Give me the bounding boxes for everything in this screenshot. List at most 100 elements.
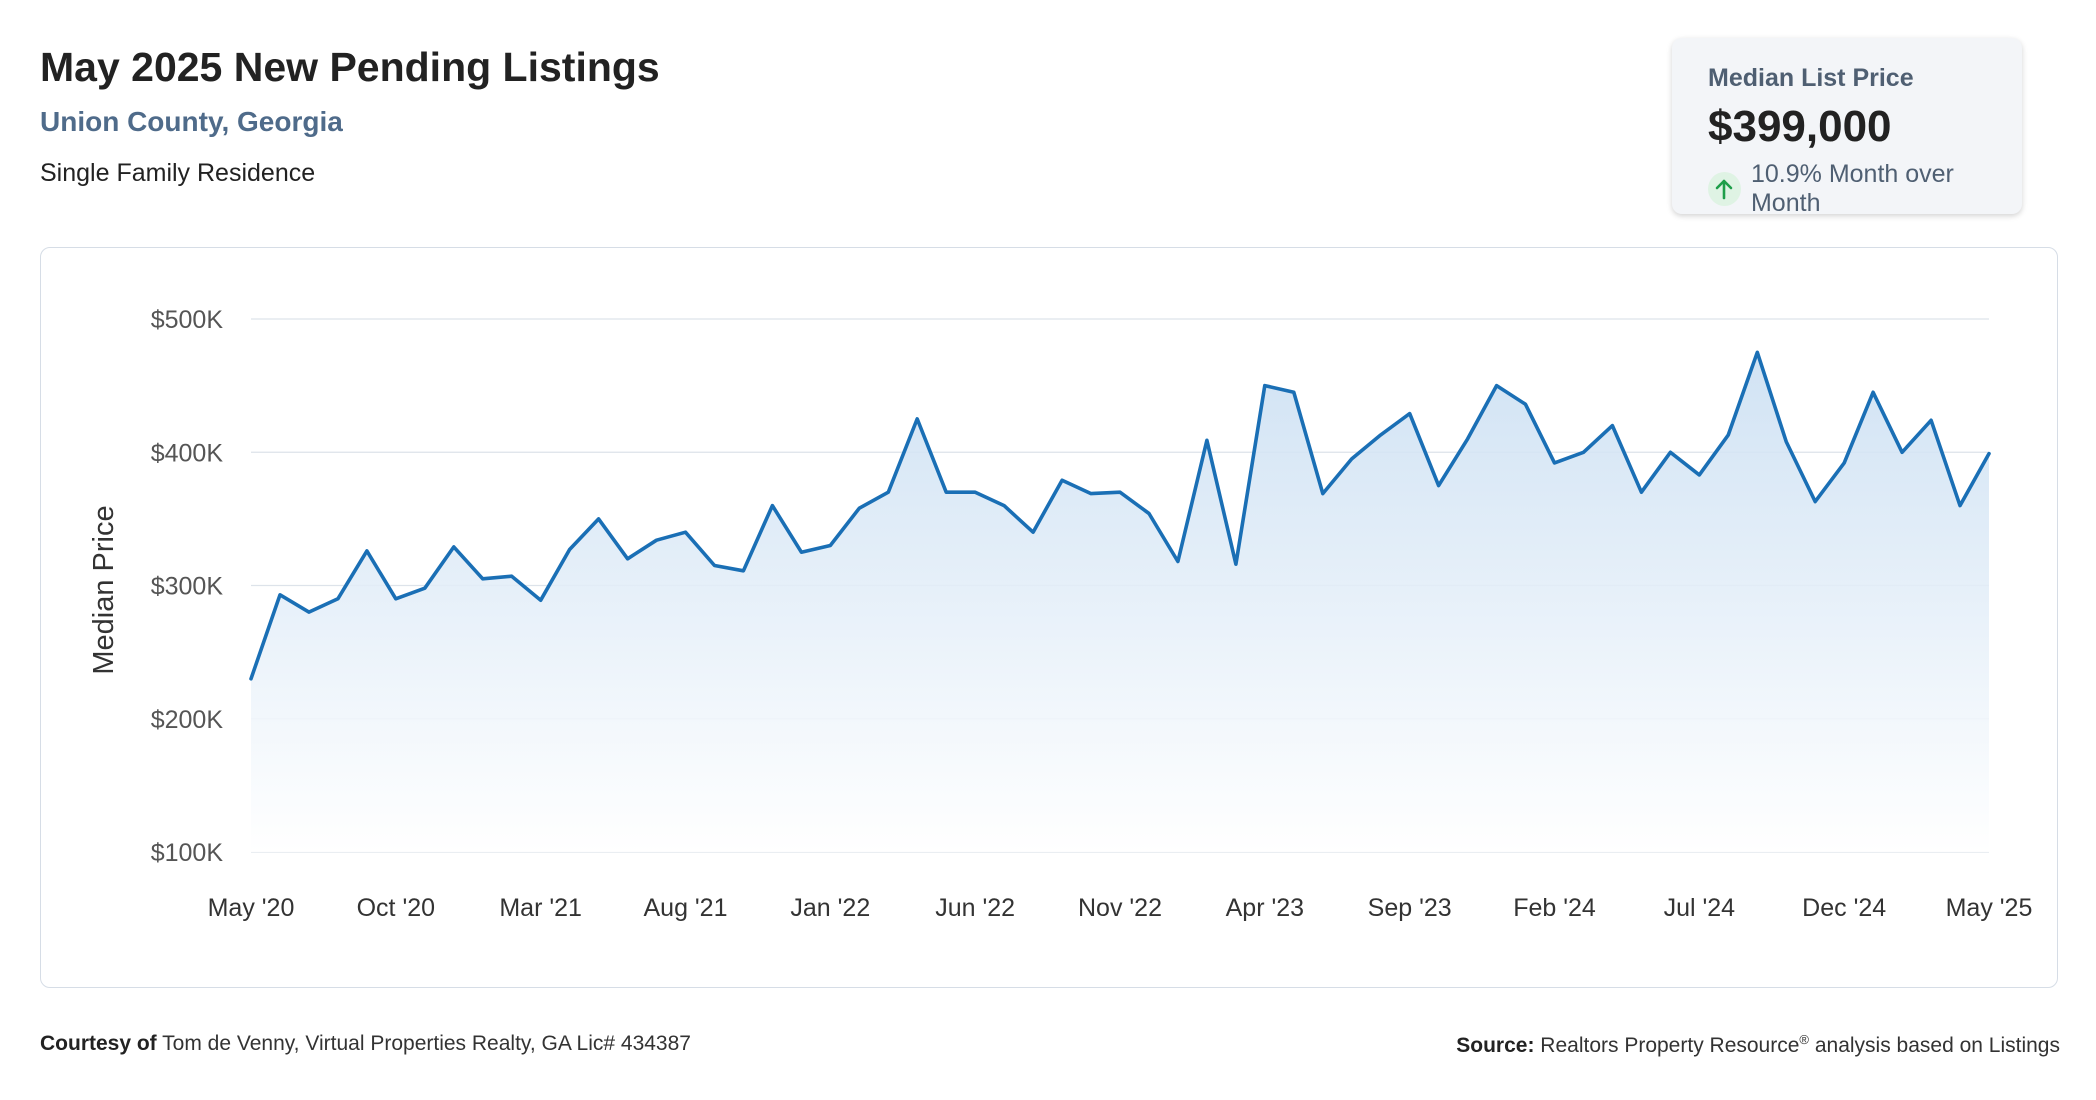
data-point — [597, 517, 601, 521]
data-point — [828, 544, 832, 548]
kpi-label: Median List Price — [1708, 64, 1914, 92]
y-tick-label: $200K — [151, 706, 224, 734]
location-subtitle: Union County, Georgia — [40, 106, 343, 137]
data-point — [539, 598, 543, 602]
data-point — [1263, 384, 1267, 388]
property-type-label: Single Family Residence — [40, 159, 316, 187]
data-point — [1987, 452, 1991, 456]
data-point — [1060, 478, 1064, 482]
source-text: Realtors Property Resource — [1540, 1034, 1800, 1057]
data-point — [278, 593, 282, 597]
data-point — [1292, 390, 1296, 394]
registered-mark: ® — [1799, 1032, 1809, 1047]
x-tick-label: Dec '24 — [1802, 894, 1886, 922]
x-tick-label: Apr '23 — [1226, 894, 1304, 922]
data-point — [1118, 490, 1122, 494]
data-point — [365, 549, 369, 553]
data-point — [1668, 450, 1672, 454]
data-point — [1379, 433, 1383, 437]
data-point — [770, 504, 774, 508]
data-point — [973, 490, 977, 494]
y-tick-label: $300K — [151, 573, 224, 601]
source-footer: Source: Realtors Property Resource® anal… — [1456, 1032, 2060, 1058]
x-tick-label: May '20 — [208, 894, 295, 922]
data-point — [1350, 457, 1354, 461]
arrow-up-icon — [1708, 172, 1741, 206]
data-point — [452, 545, 456, 549]
data-point — [1726, 433, 1730, 437]
x-tick-label: Feb '24 — [1513, 894, 1596, 922]
kpi-value: $399,000 — [1708, 102, 1892, 151]
kpi-change-text: 10.9% Month over Month — [1750, 160, 1954, 217]
data-point — [857, 506, 861, 510]
kpi-change: 10.9% Month over Month — [1708, 160, 2022, 218]
x-tick-label: Sep '23 — [1368, 894, 1452, 922]
data-point — [1697, 473, 1701, 477]
y-tick-label: $100K — [151, 839, 224, 867]
data-point — [655, 538, 659, 542]
data-point — [1234, 562, 1238, 566]
data-point — [1755, 350, 1759, 354]
page-title: May 2025 New Pending Listings — [40, 44, 660, 90]
data-point — [1581, 450, 1585, 454]
data-point — [336, 597, 340, 601]
data-point — [307, 610, 311, 614]
data-point — [1089, 492, 1093, 496]
data-point — [1176, 560, 1180, 564]
data-point — [944, 490, 948, 494]
data-point — [423, 586, 427, 590]
area-fill — [251, 352, 1989, 852]
courtesy-footer: Courtesy of Tom de Venny, Virtual Proper… — [40, 1032, 691, 1056]
data-point — [481, 577, 485, 581]
data-point — [1205, 438, 1209, 442]
chart-card: $100K $200K $300K $400K $500K May '20 Oct '20… — [40, 247, 2058, 988]
median-price-chart: $100K $200K $300K $400K $500K May '20 Oct '20… — [88, 306, 2033, 922]
data-point — [1553, 461, 1557, 465]
source-suffix: analysis based on Listings — [1809, 1034, 2060, 1057]
x-tick-label: Nov '22 — [1078, 894, 1162, 922]
data-point — [1929, 418, 1933, 422]
y-tick-label: $500K — [151, 306, 224, 334]
data-point — [1524, 402, 1528, 406]
data-point — [1900, 450, 1904, 454]
data-point — [1958, 504, 1962, 508]
x-tick-label: Jun '22 — [935, 894, 1015, 922]
courtesy-label: Courtesy of — [40, 1032, 157, 1055]
data-point — [1002, 504, 1006, 508]
data-point — [1321, 492, 1325, 496]
data-point — [1147, 512, 1151, 516]
data-point — [568, 548, 572, 552]
data-point — [249, 677, 253, 681]
data-point — [1871, 390, 1875, 394]
data-point — [741, 569, 745, 573]
data-point — [1610, 424, 1614, 428]
data-point — [1437, 484, 1441, 488]
x-tick-label: May '25 — [1946, 894, 2033, 922]
y-axis-label: Median Price — [88, 505, 120, 674]
data-point — [712, 564, 716, 568]
data-point — [684, 530, 688, 534]
x-tick-label: Oct '20 — [357, 894, 435, 922]
x-tick-label: Aug '21 — [643, 894, 727, 922]
median-list-price-card: Median List Price $399,000 10.9% Month o… — [1672, 38, 2022, 217]
data-point — [394, 597, 398, 601]
data-point — [626, 557, 630, 561]
x-tick-label: Jan '22 — [790, 894, 870, 922]
data-point — [1466, 437, 1470, 441]
data-point — [1408, 412, 1412, 416]
data-point — [1639, 490, 1643, 494]
data-point — [915, 417, 919, 421]
x-tick-label: Jul '24 — [1664, 894, 1736, 922]
source-label: Source: — [1456, 1034, 1535, 1057]
y-tick-label: $400K — [151, 439, 224, 467]
data-point — [1842, 461, 1846, 465]
data-point — [510, 574, 514, 578]
data-point — [1031, 530, 1035, 534]
courtesy-text: Tom de Venny, Virtual Properties Realty,… — [162, 1032, 691, 1055]
data-point — [1495, 384, 1499, 388]
series-line — [249, 350, 1991, 681]
data-point — [1784, 440, 1788, 444]
x-tick-label: Mar '21 — [499, 894, 582, 922]
data-point — [799, 550, 803, 554]
data-point — [1813, 500, 1817, 504]
